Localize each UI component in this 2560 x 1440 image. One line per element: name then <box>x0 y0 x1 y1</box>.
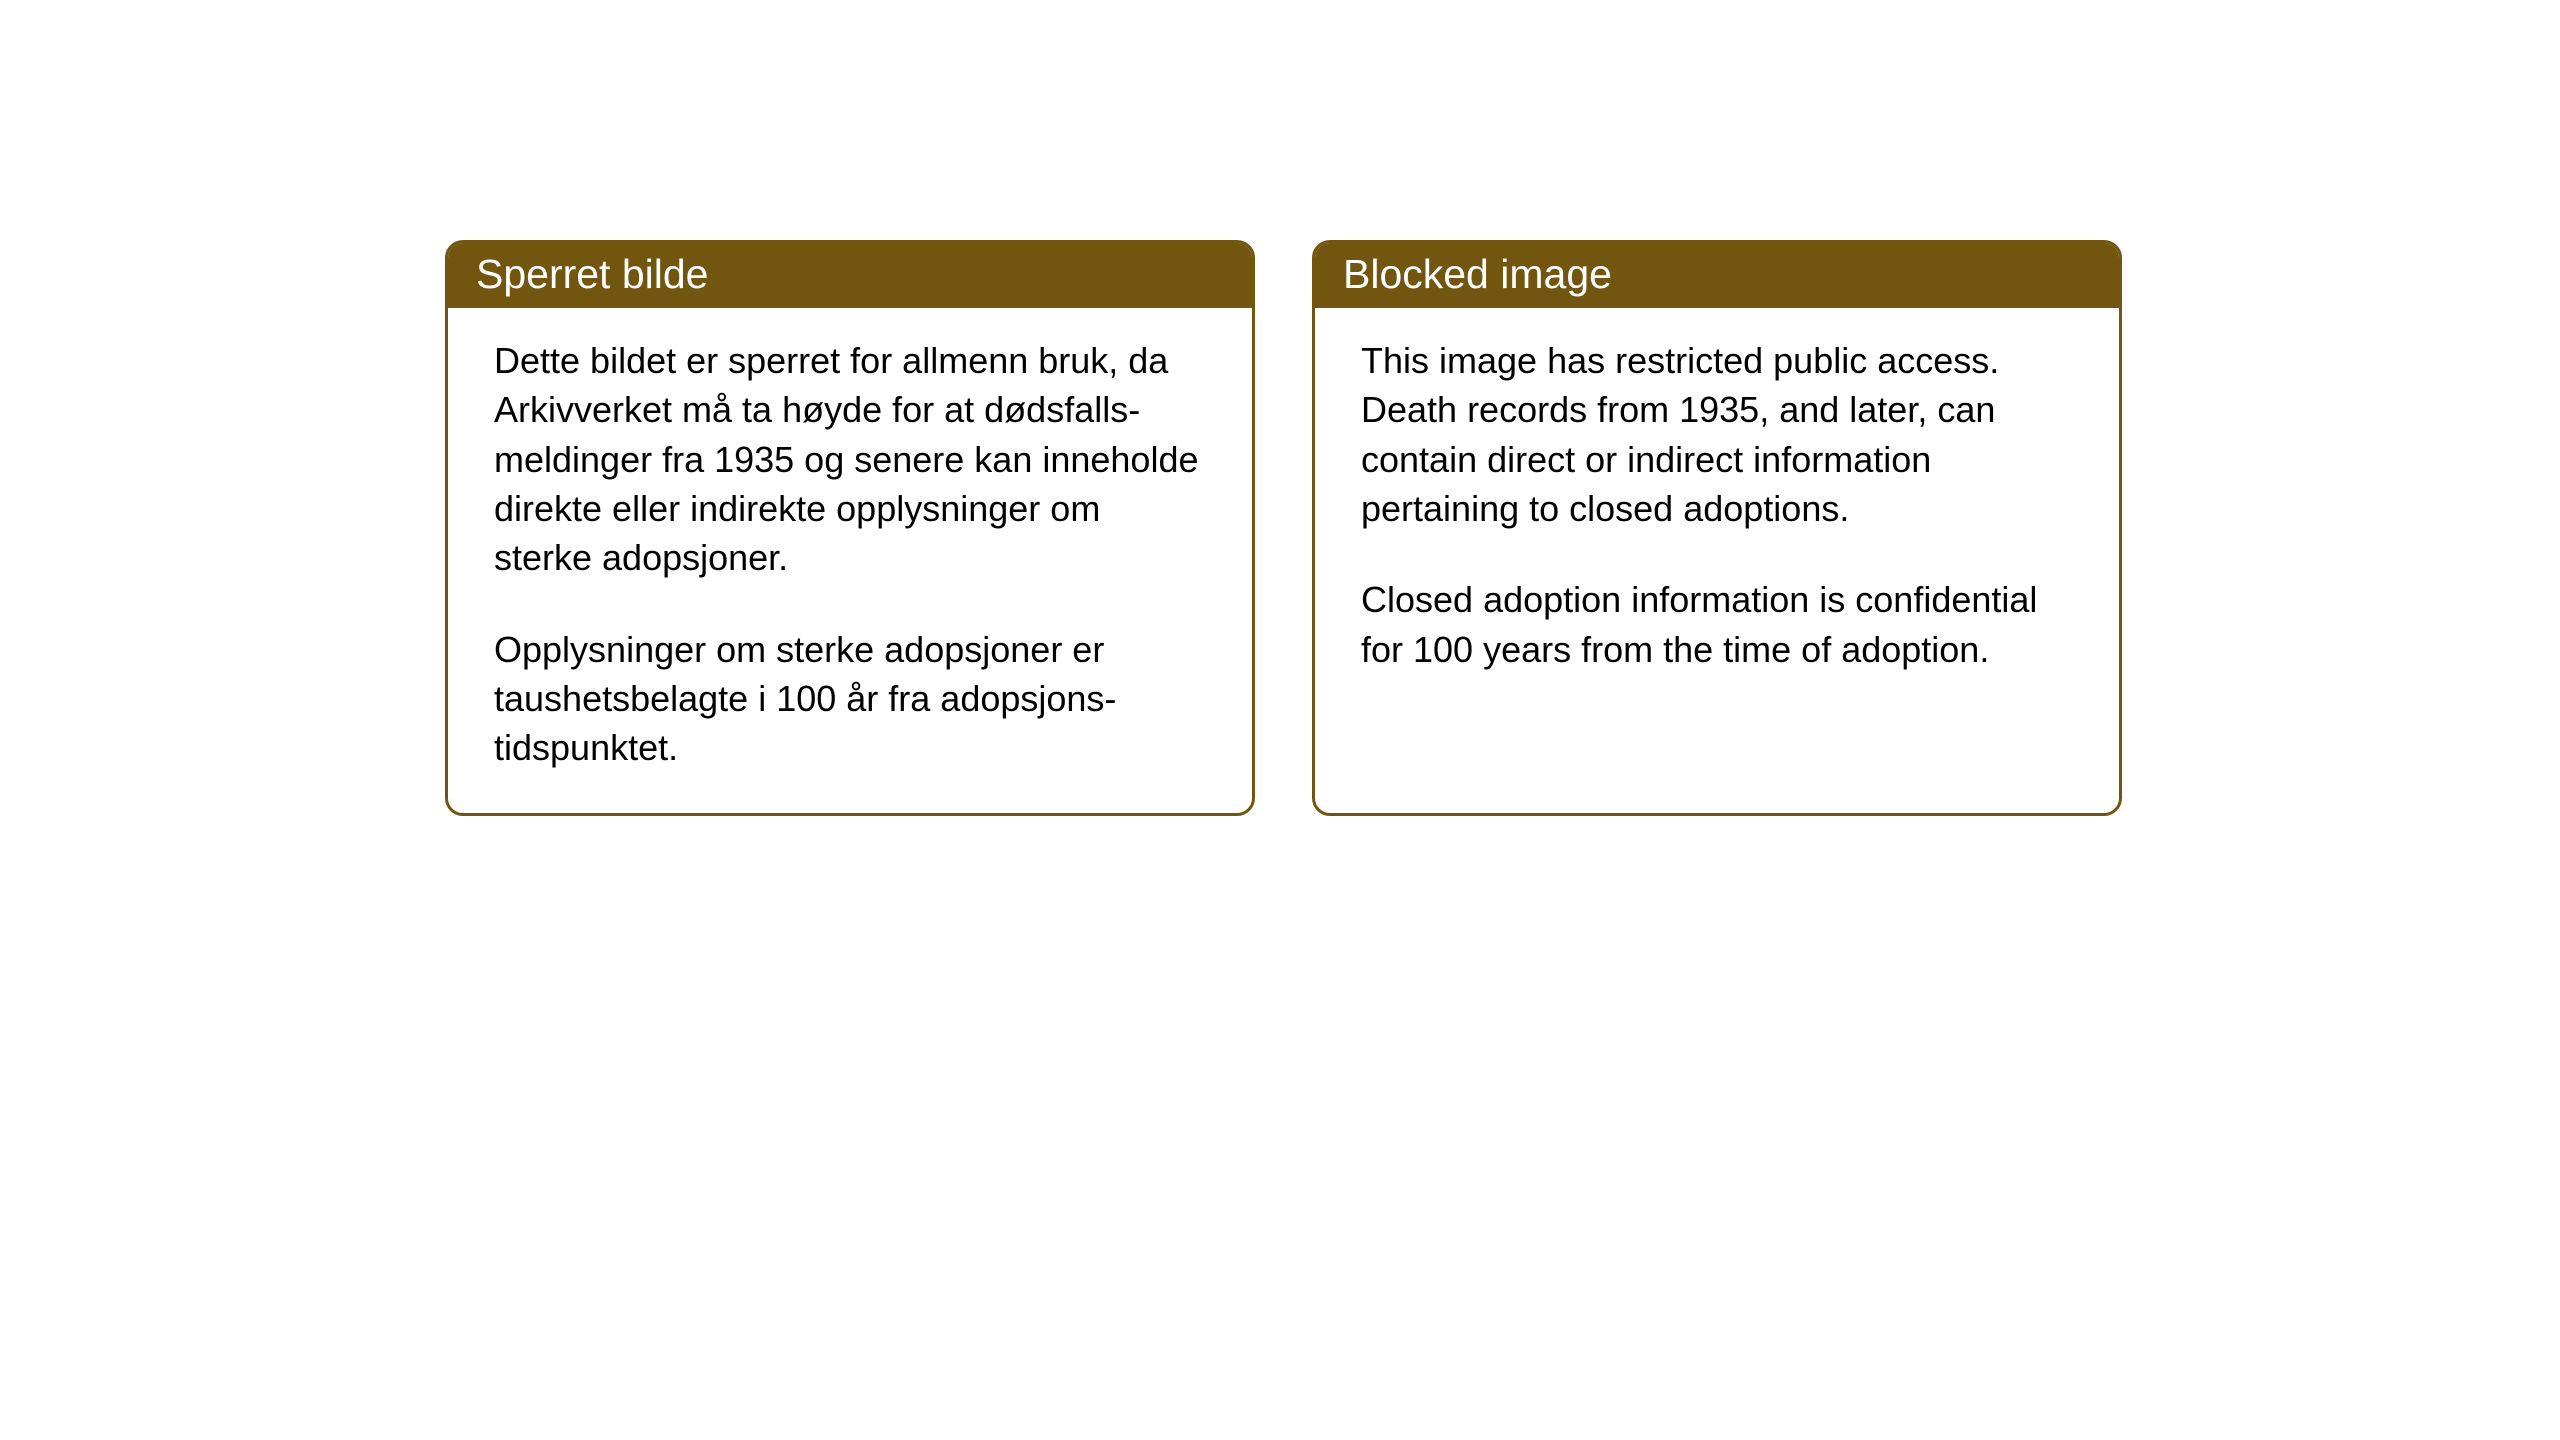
notice-body-english: This image has restricted public access.… <box>1315 308 2119 714</box>
notice-header-norwegian: Sperret bilde <box>448 243 1252 308</box>
notice-paragraph: Opplysninger om sterke adopsjoner er tau… <box>494 625 1206 773</box>
notice-body-norwegian: Dette bildet er sperret for allmenn bruk… <box>448 308 1252 813</box>
notice-box-english: Blocked image This image has restricted … <box>1312 240 2122 816</box>
notice-header-english: Blocked image <box>1315 243 2119 308</box>
notice-box-norwegian: Sperret bilde Dette bildet er sperret fo… <box>445 240 1255 816</box>
notice-paragraph: Dette bildet er sperret for allmenn bruk… <box>494 336 1206 583</box>
notice-container: Sperret bilde Dette bildet er sperret fo… <box>445 240 2122 816</box>
notice-paragraph: This image has restricted public access.… <box>1361 336 2073 533</box>
notice-paragraph: Closed adoption information is confident… <box>1361 575 2073 674</box>
